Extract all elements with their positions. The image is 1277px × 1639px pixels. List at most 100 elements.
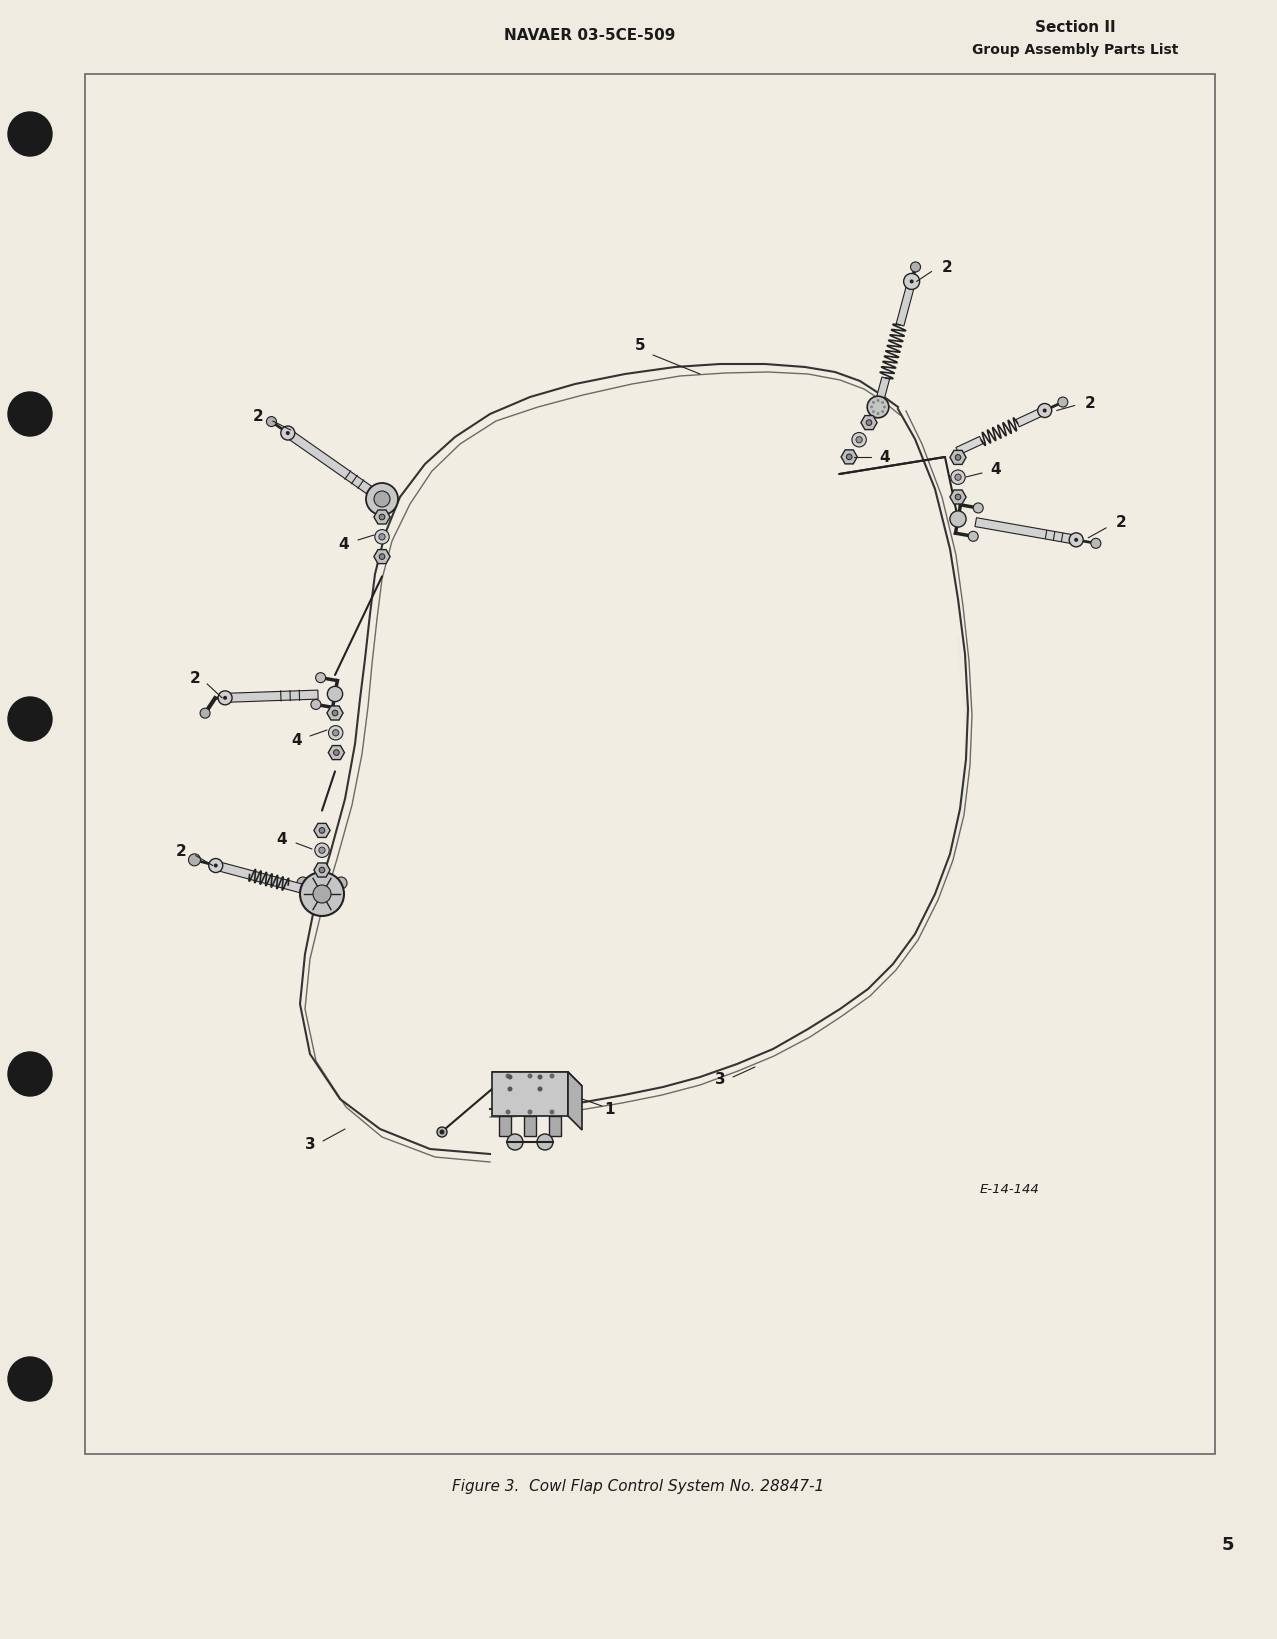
Polygon shape bbox=[314, 824, 329, 838]
Polygon shape bbox=[861, 416, 877, 431]
Circle shape bbox=[366, 484, 398, 516]
Circle shape bbox=[872, 411, 875, 413]
Bar bbox=[86, 75, 1214, 1454]
Circle shape bbox=[313, 885, 331, 903]
Circle shape bbox=[310, 700, 321, 710]
Circle shape bbox=[439, 1129, 444, 1134]
Circle shape bbox=[876, 400, 880, 403]
Circle shape bbox=[300, 872, 344, 916]
Polygon shape bbox=[374, 551, 389, 564]
Circle shape bbox=[8, 113, 52, 157]
Circle shape bbox=[527, 1074, 533, 1078]
Polygon shape bbox=[328, 746, 345, 760]
Polygon shape bbox=[285, 429, 372, 495]
Circle shape bbox=[911, 262, 921, 272]
Circle shape bbox=[549, 1074, 554, 1078]
Polygon shape bbox=[875, 377, 890, 408]
Text: Section II: Section II bbox=[1034, 20, 1115, 36]
Circle shape bbox=[909, 280, 913, 284]
Circle shape bbox=[1043, 410, 1047, 413]
Circle shape bbox=[335, 877, 347, 890]
Bar bbox=[499, 1116, 511, 1136]
Circle shape bbox=[437, 1128, 447, 1137]
Circle shape bbox=[315, 674, 326, 683]
Polygon shape bbox=[492, 1072, 568, 1116]
Circle shape bbox=[527, 1110, 533, 1115]
Circle shape bbox=[881, 402, 884, 405]
Circle shape bbox=[852, 433, 866, 447]
Polygon shape bbox=[842, 451, 857, 464]
Text: 2: 2 bbox=[1116, 515, 1126, 529]
Text: Group Assembly Parts List: Group Assembly Parts List bbox=[972, 43, 1179, 57]
Text: 2: 2 bbox=[1084, 395, 1096, 411]
Circle shape bbox=[876, 413, 880, 416]
Circle shape bbox=[332, 711, 338, 716]
Circle shape bbox=[973, 503, 983, 513]
Text: NAVAER 03-5CE-509: NAVAER 03-5CE-509 bbox=[504, 28, 676, 43]
Circle shape bbox=[506, 1074, 511, 1078]
Circle shape bbox=[856, 438, 862, 444]
Circle shape bbox=[379, 554, 384, 561]
Polygon shape bbox=[568, 1072, 582, 1131]
Text: 1: 1 bbox=[605, 1101, 616, 1116]
Circle shape bbox=[189, 854, 200, 867]
Text: 4: 4 bbox=[991, 462, 1001, 477]
Circle shape bbox=[955, 475, 962, 482]
Circle shape bbox=[881, 411, 884, 413]
Circle shape bbox=[882, 406, 886, 410]
Circle shape bbox=[319, 867, 324, 874]
Circle shape bbox=[332, 731, 338, 736]
Bar bbox=[524, 1116, 536, 1136]
Polygon shape bbox=[950, 490, 967, 505]
Circle shape bbox=[8, 393, 52, 436]
Circle shape bbox=[315, 867, 328, 879]
Polygon shape bbox=[492, 1072, 582, 1087]
Circle shape bbox=[319, 828, 324, 834]
Circle shape bbox=[286, 431, 290, 436]
Circle shape bbox=[8, 1052, 52, 1096]
Circle shape bbox=[968, 533, 978, 543]
Polygon shape bbox=[974, 518, 1077, 544]
Text: 5: 5 bbox=[1222, 1536, 1235, 1554]
Circle shape bbox=[538, 1075, 543, 1080]
Text: 3: 3 bbox=[715, 1072, 725, 1087]
Circle shape bbox=[872, 402, 875, 405]
Circle shape bbox=[315, 844, 329, 857]
Circle shape bbox=[507, 1075, 512, 1080]
Text: 3: 3 bbox=[305, 1137, 315, 1152]
Circle shape bbox=[1091, 539, 1101, 549]
Circle shape bbox=[867, 397, 889, 418]
Circle shape bbox=[328, 726, 344, 741]
Circle shape bbox=[379, 534, 386, 541]
Circle shape bbox=[374, 492, 389, 508]
Text: E-14-144: E-14-144 bbox=[981, 1183, 1039, 1196]
Circle shape bbox=[218, 692, 232, 705]
Polygon shape bbox=[896, 282, 916, 326]
Circle shape bbox=[506, 1110, 511, 1115]
Circle shape bbox=[538, 1134, 553, 1151]
Circle shape bbox=[1057, 398, 1068, 408]
Text: Figure 3.  Cowl Flap Control System No. 28847-1: Figure 3. Cowl Flap Control System No. 2… bbox=[452, 1478, 824, 1493]
Circle shape bbox=[223, 697, 227, 700]
Circle shape bbox=[8, 698, 52, 741]
Text: 2: 2 bbox=[253, 408, 263, 423]
Circle shape bbox=[375, 531, 389, 544]
Circle shape bbox=[200, 708, 211, 720]
Circle shape bbox=[298, 877, 309, 890]
Text: 4: 4 bbox=[291, 733, 303, 747]
Circle shape bbox=[319, 847, 326, 854]
Text: 2: 2 bbox=[941, 259, 953, 275]
Circle shape bbox=[333, 751, 340, 756]
Circle shape bbox=[507, 1087, 512, 1092]
Circle shape bbox=[1074, 539, 1078, 543]
Circle shape bbox=[1038, 405, 1052, 418]
Circle shape bbox=[327, 687, 342, 701]
Circle shape bbox=[208, 859, 222, 874]
Circle shape bbox=[507, 1134, 524, 1151]
Circle shape bbox=[549, 1110, 554, 1115]
Text: 4: 4 bbox=[879, 451, 890, 465]
Circle shape bbox=[267, 418, 276, 428]
Circle shape bbox=[538, 1087, 543, 1092]
Circle shape bbox=[951, 470, 965, 485]
Text: 5: 5 bbox=[635, 338, 645, 352]
